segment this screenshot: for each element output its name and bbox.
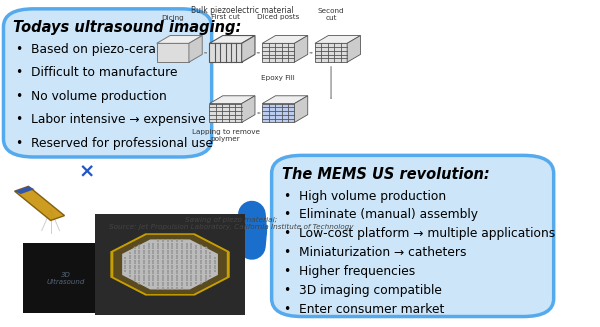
Text: Sawing of piezo material;
Source: Jet Propulsion Laboratory, California Institut: Sawing of piezo material; Source: Jet Pr… [109,217,353,231]
Polygon shape [262,96,308,104]
FancyBboxPatch shape [4,9,212,157]
Polygon shape [242,96,255,123]
Text: •  Higher frequencies: • Higher frequencies [284,265,415,278]
Text: Diced posts: Diced posts [257,14,299,20]
Text: ×: × [79,162,95,181]
Polygon shape [111,234,229,295]
FancyBboxPatch shape [95,214,245,315]
Text: •  Miniaturization → catheters: • Miniaturization → catheters [284,246,466,259]
Polygon shape [157,43,189,62]
Text: •  Difficult to manufacture: • Difficult to manufacture [16,66,177,79]
Polygon shape [315,43,347,62]
Text: •  Labor intensive → expensive: • Labor intensive → expensive [16,113,205,126]
Text: •  Based on piezo-ceramics: • Based on piezo-ceramics [16,43,184,56]
Text: •  3D imaging compatible: • 3D imaging compatible [284,284,442,297]
Text: First cut: First cut [211,14,240,20]
Text: •  No volume production: • No volume production [16,90,166,103]
Polygon shape [209,96,255,104]
FancyBboxPatch shape [272,155,554,317]
Polygon shape [209,43,242,62]
Polygon shape [14,186,65,220]
Text: •  Enter consumer market: • Enter consumer market [284,303,444,316]
Polygon shape [262,104,295,123]
Text: Dicing: Dicing [161,15,184,21]
Polygon shape [262,43,295,62]
Text: Lapping to remove
polymer: Lapping to remove polymer [191,129,260,142]
Text: Bulk piezoelectric material: Bulk piezoelectric material [191,6,293,15]
Polygon shape [242,36,255,62]
Text: The MEMS US revolution:: The MEMS US revolution: [281,167,490,182]
Polygon shape [209,104,242,123]
Text: Todays ultrasound imaging:: Todays ultrasound imaging: [13,20,242,35]
Polygon shape [123,240,217,289]
Text: •  Low-cost platform → multiple applications: • Low-cost platform → multiple applicati… [284,227,555,240]
Polygon shape [114,235,226,293]
Text: •  High volume production: • High volume production [284,190,446,202]
Polygon shape [157,36,202,43]
Text: 3D
Ultrasound: 3D Ultrasound [47,272,85,285]
Text: •  Eliminate (manual) assembly: • Eliminate (manual) assembly [284,208,478,221]
Polygon shape [315,36,361,43]
Polygon shape [347,36,361,62]
Polygon shape [295,96,308,123]
Polygon shape [189,36,202,62]
FancyBboxPatch shape [23,243,109,313]
Text: Epoxy Fill: Epoxy Fill [262,75,295,81]
Polygon shape [262,36,308,43]
Text: •  Reserved for professional use: • Reserved for professional use [16,137,212,150]
Polygon shape [209,36,255,43]
Polygon shape [295,36,308,62]
Polygon shape [14,186,35,194]
Text: Second
cut: Second cut [318,8,344,21]
